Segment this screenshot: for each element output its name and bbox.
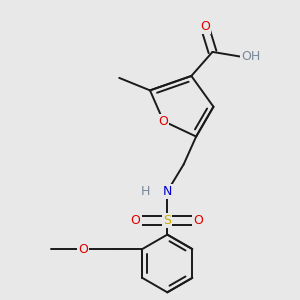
Text: OH: OH bbox=[241, 50, 261, 63]
Text: S: S bbox=[163, 214, 171, 227]
Text: O: O bbox=[200, 20, 210, 33]
Text: H: H bbox=[140, 185, 150, 198]
Text: O: O bbox=[158, 115, 168, 128]
Text: O: O bbox=[78, 242, 88, 256]
Text: O: O bbox=[193, 214, 203, 227]
Text: N: N bbox=[163, 185, 172, 198]
Text: O: O bbox=[130, 214, 140, 227]
